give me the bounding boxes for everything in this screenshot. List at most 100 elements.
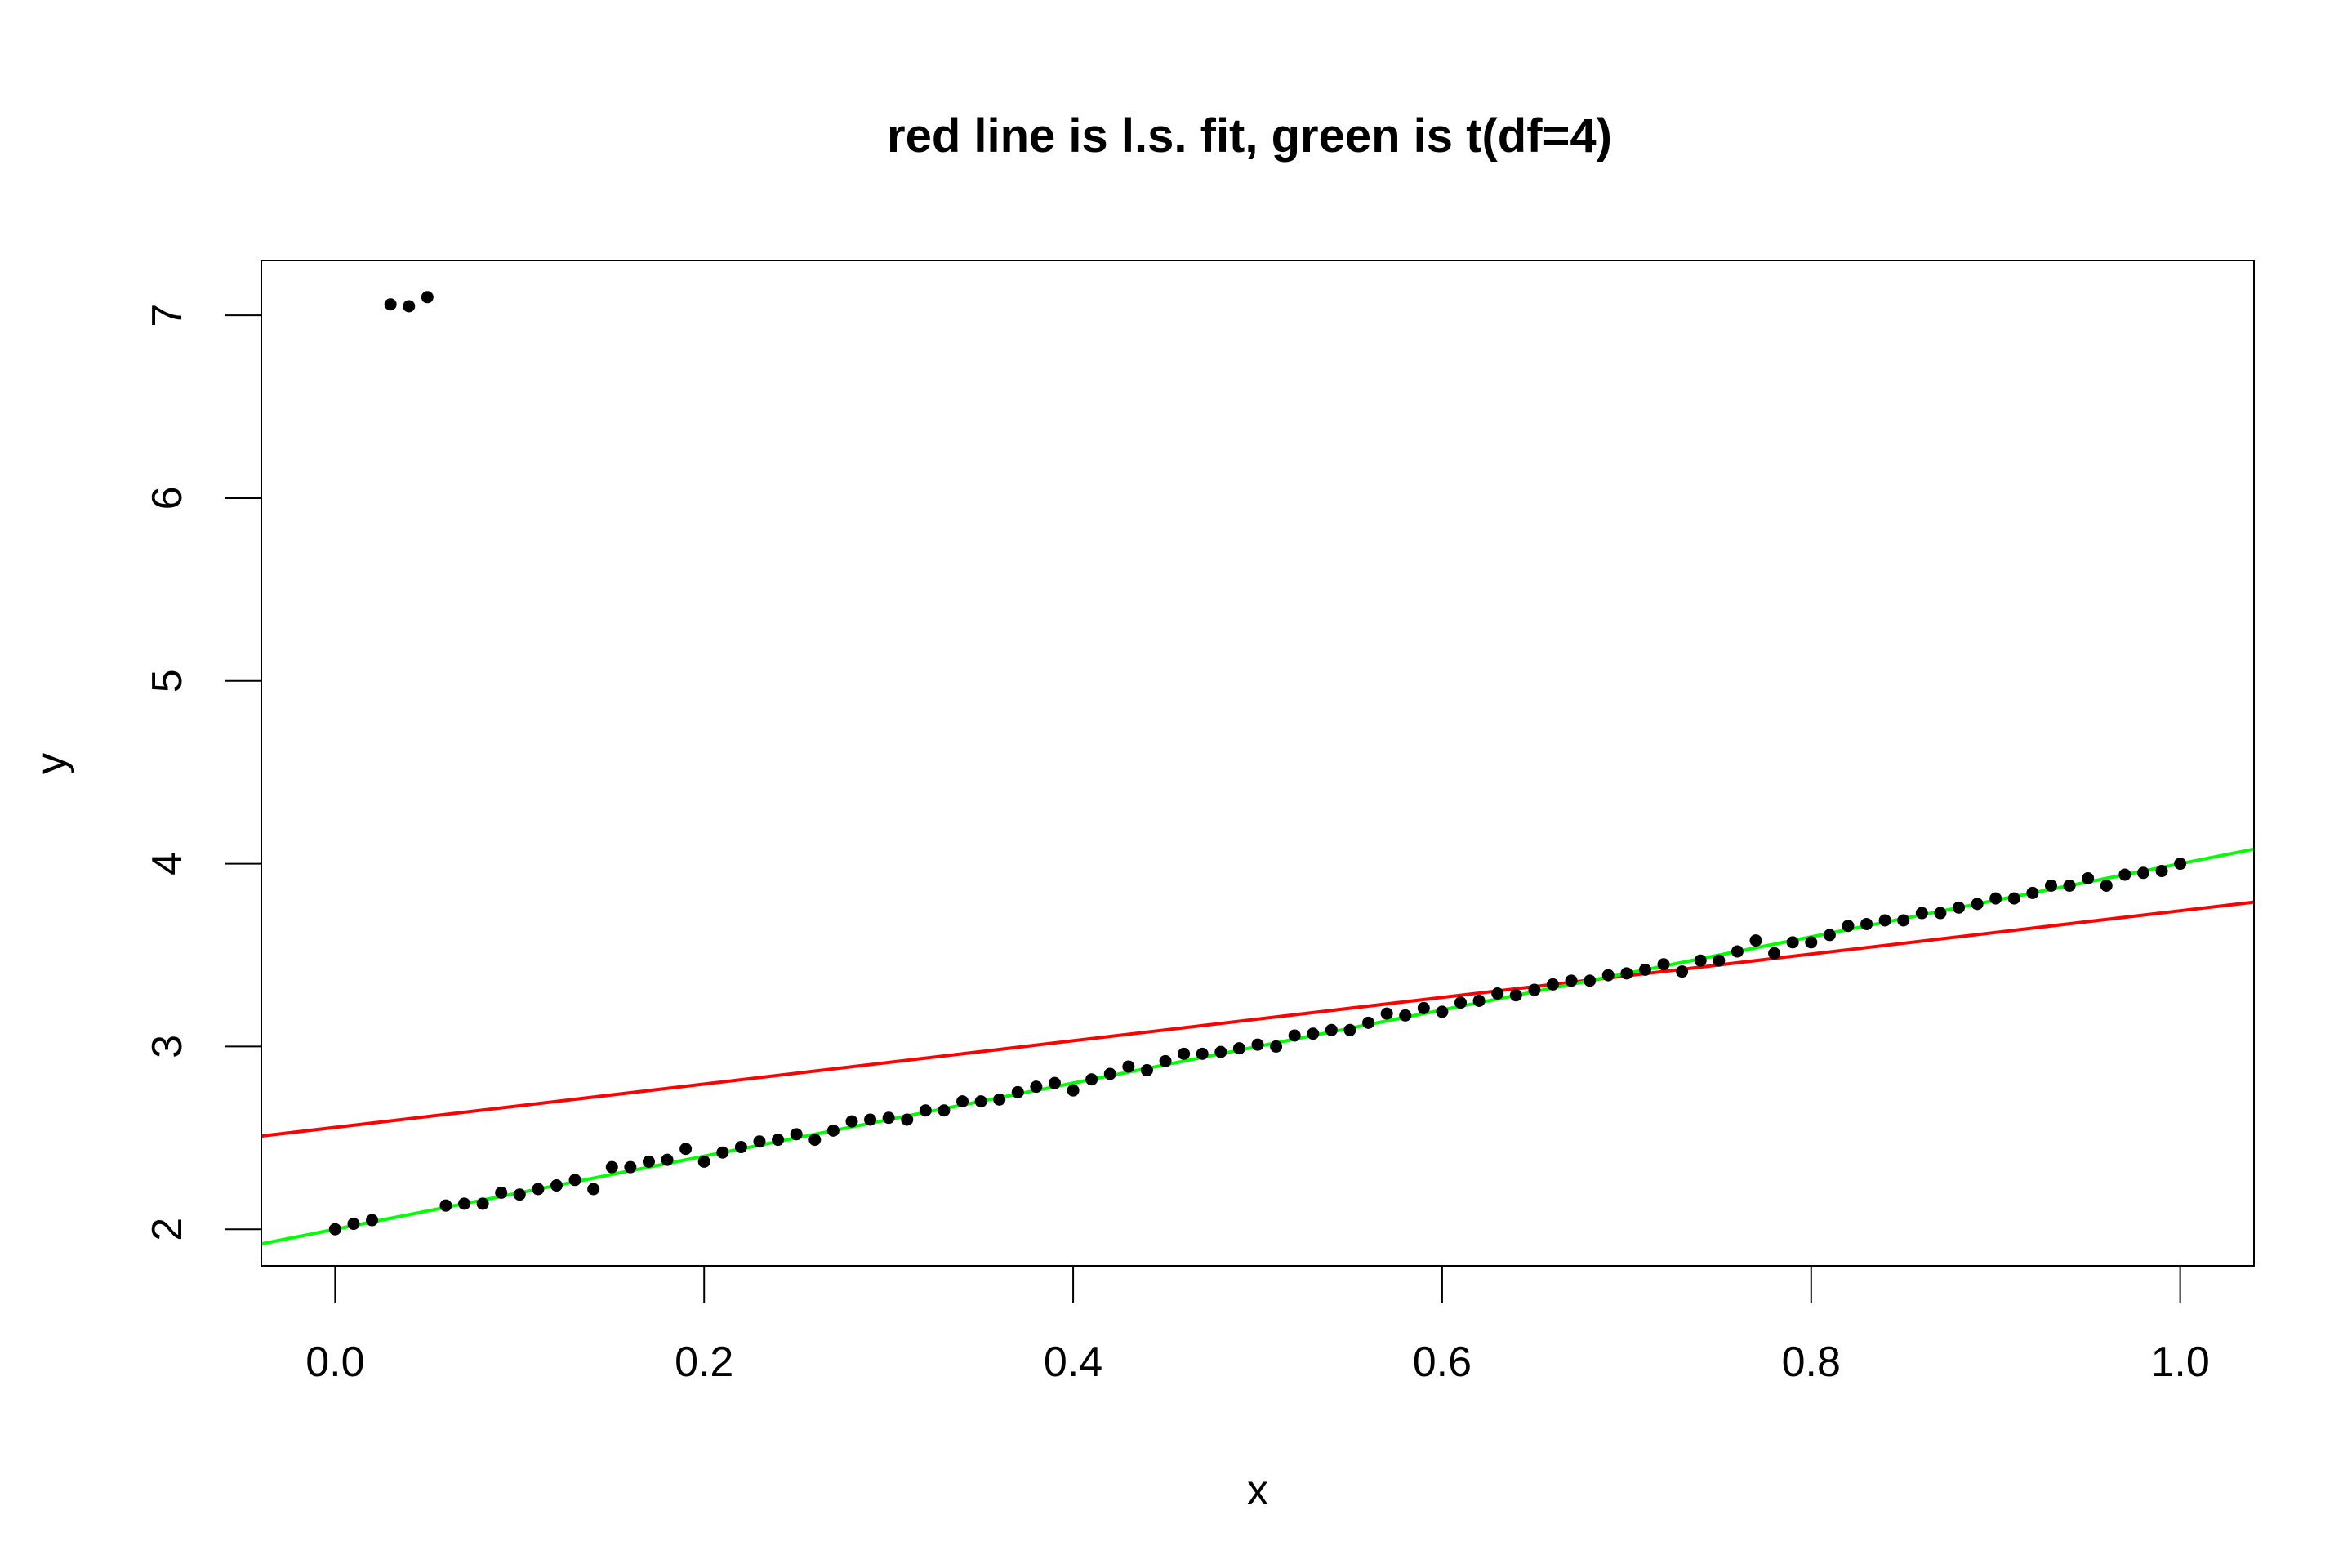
data-point: [1491, 987, 1504, 1000]
data-point: [1140, 1064, 1153, 1077]
data-point: [2174, 858, 2187, 871]
y-tick-label: 6: [144, 487, 191, 510]
data-point: [1601, 969, 1615, 982]
x-tick-label: 0.2: [675, 1339, 733, 1386]
data-point: [2136, 866, 2149, 880]
data-point: [938, 1104, 951, 1117]
data-point: [1417, 1001, 1430, 1014]
data-point: [826, 1124, 840, 1137]
data-point: [458, 1197, 471, 1210]
data-point: [1713, 954, 1726, 967]
data-point: [1731, 945, 1744, 958]
data-point: [366, 1214, 379, 1227]
data-point: [1103, 1067, 1116, 1080]
data-point: [568, 1174, 581, 1187]
data-point: [790, 1128, 803, 1141]
data-point: [697, 1155, 710, 1168]
data-point: [772, 1134, 785, 1147]
data-point: [956, 1095, 969, 1108]
data-point: [1288, 1029, 1301, 1042]
data-point: [919, 1104, 932, 1117]
data-point: [1805, 936, 1818, 949]
data-point: [476, 1197, 489, 1210]
y-axis: 2 3 4 5 6 7: [144, 304, 262, 1241]
y-tick-label: 5: [144, 669, 191, 693]
data-point: [734, 1141, 747, 1154]
data-point: [1472, 994, 1486, 1007]
data-point: [1067, 1084, 1080, 1097]
data-point: [716, 1146, 729, 1159]
data-point: [1694, 954, 1707, 967]
data-point: [864, 1113, 877, 1126]
data-point: [642, 1155, 655, 1168]
data-point: [1270, 1040, 1283, 1053]
data-point: [993, 1093, 1006, 1106]
data-point: [1676, 965, 1689, 978]
data-point: [679, 1143, 693, 1156]
data-point: [1122, 1060, 1135, 1073]
data-point: [974, 1095, 987, 1108]
data-point: [1380, 1007, 1393, 1020]
data-point: [513, 1188, 526, 1201]
y-tick-label: 7: [144, 304, 191, 327]
plot-frame: [261, 260, 2255, 1267]
data-point: [753, 1135, 766, 1148]
y-tick-label: 4: [144, 852, 191, 875]
x-tick-label: 0.0: [305, 1339, 364, 1386]
data-point: [1934, 906, 1947, 920]
data-point: [439, 1199, 452, 1212]
data-point: [1584, 974, 1597, 987]
data-point: [1823, 929, 1836, 942]
data-point: [328, 1223, 341, 1236]
data-point: [901, 1113, 914, 1126]
data-point: [1749, 934, 1762, 947]
data-point: [1565, 974, 1578, 987]
data-point: [1343, 1023, 1356, 1036]
data-point: [2063, 879, 2076, 892]
data-point: [1454, 996, 1468, 1009]
data-point: [1325, 1023, 1338, 1036]
data-point: [1897, 914, 1910, 927]
data-point: [1657, 958, 1670, 971]
y-tick-label: 3: [144, 1035, 191, 1058]
data-point: [624, 1160, 637, 1174]
data-point: [403, 300, 416, 313]
data-point: [1842, 920, 1855, 933]
data-point: [1546, 978, 1559, 991]
data-point: [1048, 1076, 1061, 1089]
data-point: [2044, 879, 2057, 892]
data-point: [1178, 1047, 1191, 1060]
ls-fit-line: [261, 900, 2255, 1138]
data-point: [2118, 868, 2132, 881]
data-point: [882, 1111, 895, 1125]
data-point: [1915, 906, 1928, 920]
data-point: [1232, 1042, 1245, 1055]
data-point: [1251, 1038, 1264, 1051]
data-point: [1436, 1005, 1449, 1018]
data-point: [1878, 914, 1891, 927]
data-point: [1953, 901, 1966, 914]
x-tick-label: 0.8: [1782, 1339, 1841, 1386]
data-point: [1620, 967, 1633, 980]
data-point: [532, 1183, 545, 1196]
data-point: [1214, 1045, 1227, 1058]
data-point: [1860, 917, 1873, 930]
data-point: [1768, 947, 1781, 960]
data-point: [2082, 872, 2095, 885]
x-axis-title: x: [1247, 1467, 1268, 1514]
data-point: [347, 1218, 360, 1231]
data-points: [328, 291, 2187, 1236]
data-point: [2026, 886, 2039, 899]
data-point: [845, 1115, 858, 1128]
data-point: [1362, 1016, 1375, 1029]
data-point: [1030, 1080, 1043, 1094]
data-point: [495, 1186, 508, 1199]
data-point: [1307, 1027, 1320, 1040]
x-tick-label: 1.0: [2150, 1339, 2209, 1386]
y-tick-label: 2: [144, 1218, 191, 1241]
data-point: [1085, 1073, 1098, 1086]
data-point: [1159, 1054, 1172, 1067]
data-point: [605, 1160, 618, 1174]
data-point: [1786, 936, 1799, 949]
